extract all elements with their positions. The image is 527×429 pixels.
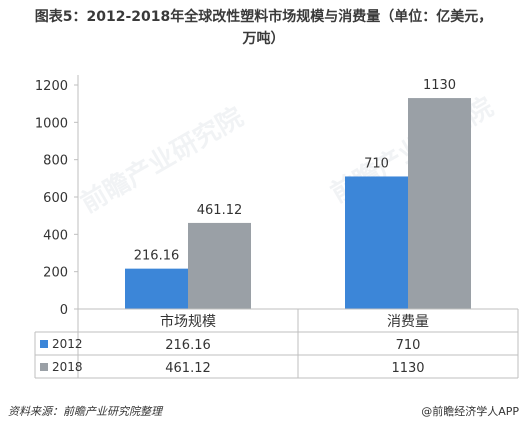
legend-label-2018: 2018 [52,360,83,374]
source-note: 资料来源：前瞻产业研究院整理 [8,405,162,418]
table-cell: 461.12 [165,361,211,376]
y-tick-label: 0 [60,303,68,318]
y-tick-label: 800 [43,154,68,169]
category-label: 市场规模 [160,313,216,330]
brand-credit: @前瞻经济学人APP [421,405,519,418]
y-tick-label: 1000 [35,116,68,131]
data-label: 1130 [423,78,456,93]
y-tick-label: 200 [43,266,68,281]
table-cell: 216.16 [165,338,211,353]
table-cell: 1130 [391,361,424,376]
table-cell: 710 [396,338,421,353]
legend-swatch-2012 [40,340,48,348]
y-tick-label: 600 [43,191,68,206]
legend-swatch-2018 [40,363,48,371]
bar-2012-1 [345,176,408,309]
bar-2018-1 [408,98,471,309]
y-tick-label: 1200 [35,79,68,94]
bar-2012-0 [125,268,188,309]
data-label: 710 [364,156,389,171]
bar-2018-0 [188,222,251,309]
chart-title-line1: 图表5：2012-2018年全球改性塑料市场规模与消费量（单位：亿美元， [34,9,493,25]
chart-title-line2: 万吨） [242,31,285,47]
data-label: 461.12 [197,203,243,218]
bar-chart: 0 200 400 600 800 1000 1200 216.16 461.12 710 1130… [34,75,519,379]
y-tick-label: 400 [43,228,68,243]
category-label: 消费量 [387,314,429,330]
legend-label-2012: 2012 [52,337,83,351]
chart-title: 图表5：2012-2018年全球改性塑料市场规模与消费量（单位：亿美元， 万吨） [0,6,527,50]
data-label: 216.16 [134,249,180,264]
